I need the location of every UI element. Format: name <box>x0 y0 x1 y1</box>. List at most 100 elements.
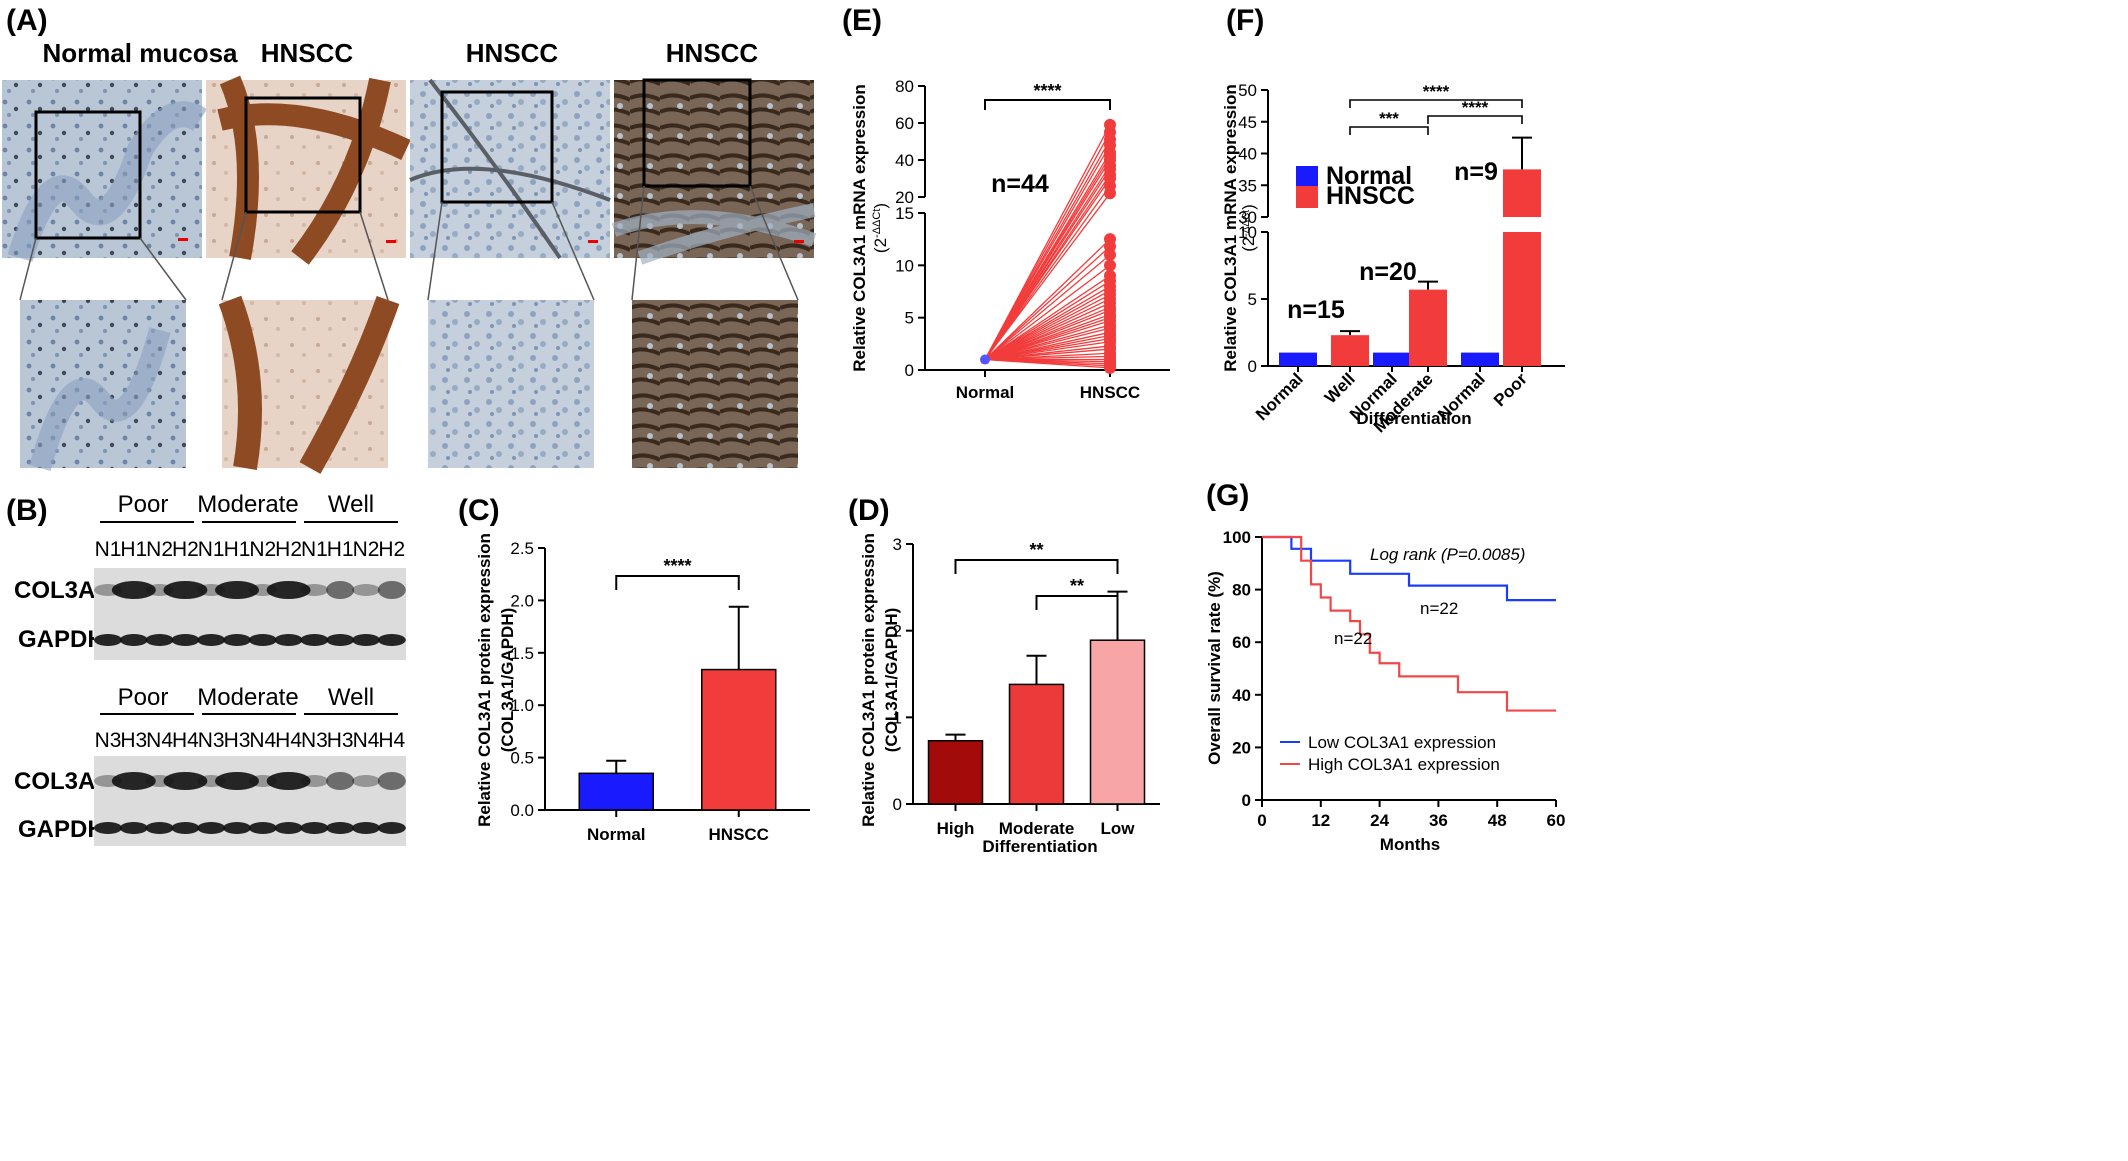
significance-label: **** <box>663 556 691 576</box>
lane-label: H4 <box>275 729 302 752</box>
band-gapdh <box>223 634 251 646</box>
lane-label: N2 <box>146 538 173 561</box>
y-tick-label: 20 <box>895 188 914 207</box>
band-gapdh <box>326 822 355 834</box>
bar <box>1279 352 1317 366</box>
band-col3a1 <box>326 581 355 599</box>
n-label: n=44 <box>991 170 1049 198</box>
bar <box>578 772 654 811</box>
band-gapdh <box>248 822 277 834</box>
bar <box>1331 335 1369 366</box>
significance-bracket <box>1349 126 1429 135</box>
band-col3a1 <box>326 772 355 790</box>
band-col3a1 <box>352 584 380 596</box>
y-axis-label: Relative COL3A1 mRNA expression <box>1221 84 1240 372</box>
lane-label: N2 <box>353 538 380 561</box>
significance-bracket <box>1427 115 1523 124</box>
y-tick-label: 5 <box>905 309 914 328</box>
band-col3a1 <box>266 581 311 599</box>
y-axis-label: Relative COL3A1 mRNA expression <box>850 84 869 372</box>
ihc-image-hnscc-3-low <box>611 78 817 265</box>
y-tick-label: 50 <box>1238 81 1257 100</box>
y-tick-label: 5 <box>1248 290 1257 309</box>
chart-title: Log rank (P=0.0085) <box>1370 545 1525 564</box>
panel-label-d: (D) <box>848 494 890 527</box>
pair-line <box>984 264 1111 361</box>
bar-upper <box>1503 169 1541 217</box>
western-blot-bottom: Poor Moderate Well N3H3N4H4N3H3N4H4N3H3N… <box>14 684 406 846</box>
band-gapdh <box>171 634 200 646</box>
hnscc-point <box>1104 118 1116 131</box>
western-blot-top: Poor Moderate Well N1H1N2H2N1H1N2H2N1H1N… <box>14 491 406 660</box>
band-col3a1 <box>163 772 208 790</box>
band-gapdh <box>274 822 303 834</box>
x-axis-label: Months <box>1380 835 1440 854</box>
band-col3a1 <box>266 772 311 790</box>
panel-label-g: (G) <box>1206 479 1249 512</box>
pair-line <box>984 238 1111 361</box>
significance-label: **** <box>1462 98 1489 117</box>
x-tick-label: Low <box>1101 819 1136 838</box>
lane-label: H1 <box>327 538 354 561</box>
band-col3a1 <box>377 772 406 790</box>
panel-label-f: (F) <box>1226 4 1264 37</box>
lane-label: H1 <box>224 538 251 561</box>
lane-label: H2 <box>172 538 199 561</box>
y-tick-label: 45 <box>1238 113 1257 132</box>
pair-line <box>984 254 1111 361</box>
significance-label: ** <box>1029 540 1043 560</box>
lane-label: H3 <box>120 729 147 752</box>
band-gapdh <box>377 634 406 646</box>
y-axis-label-2: (COL3A1/GAPDH) <box>498 608 517 753</box>
band-gapdh <box>94 822 122 834</box>
lane-label: H3 <box>224 729 251 752</box>
lane-label: N3 <box>198 729 225 752</box>
x-axis-label: Differentiation <box>982 837 1097 856</box>
pair-line <box>984 124 1111 360</box>
n-label-high: n=22 <box>1334 629 1372 648</box>
x-tick-label: Normal <box>587 825 646 844</box>
ihc-image-normal-low <box>2 80 208 262</box>
y-tick-label: 1.0 <box>510 696 534 715</box>
y-axis-label-2: (2-ΔΔCt) <box>871 203 890 253</box>
y-tick-label: 20 <box>1232 738 1251 757</box>
y-tick-label: 60 <box>895 114 914 133</box>
hnscc-point <box>1104 233 1116 246</box>
band-gapdh <box>326 634 355 646</box>
lane-label: N4 <box>249 729 276 752</box>
band-label-col3a1-1: COL3A1 <box>14 577 109 604</box>
band-col3a1 <box>352 775 380 787</box>
y-tick-label: 0.0 <box>510 801 534 820</box>
pair-line <box>984 331 1111 361</box>
lane-label: N4 <box>353 729 380 752</box>
ihc-image-normal-high <box>20 300 186 471</box>
y-tick-label: 80 <box>1232 581 1251 600</box>
y-tick-label: 0 <box>905 361 914 380</box>
y-tick-label: 0 <box>1242 791 1251 810</box>
n-label-low: n=22 <box>1420 599 1458 618</box>
x-tick-label: 36 <box>1429 811 1448 830</box>
n-label: n=20 <box>1359 258 1417 286</box>
y-tick-label: 10 <box>1238 223 1257 242</box>
chart-d: 0 1 2 3 High Moderate Low ** ** Differentiation Re… <box>859 533 1160 856</box>
significance-bracket <box>1035 595 1119 610</box>
band-gapdh <box>119 634 148 646</box>
lane-label: N1 <box>301 538 328 561</box>
legend-label-high: High COL3A1 expression <box>1308 755 1500 774</box>
legend-label-normal: Normal <box>1326 162 1412 190</box>
legend-swatch-hnscc <box>1296 186 1318 208</box>
group-label-poor-2: Poor <box>118 684 169 711</box>
significance-label: ** <box>1070 576 1084 596</box>
pair-line <box>984 185 1111 360</box>
x-tick-label: Poor <box>1490 369 1531 410</box>
hnscc-point <box>1104 259 1116 272</box>
x-axis-label: Differentiation <box>1356 409 1471 428</box>
band-col3a1 <box>215 581 259 599</box>
ihc-image-hnscc-2-low <box>409 78 611 260</box>
y-axis-label: Relative COL3A1 protein expression <box>859 533 878 827</box>
lane-label: N4 <box>146 729 173 752</box>
significance-bracket <box>615 575 740 590</box>
survival-curve <box>1262 535 1556 712</box>
group-label-well-2: Well <box>328 684 374 711</box>
